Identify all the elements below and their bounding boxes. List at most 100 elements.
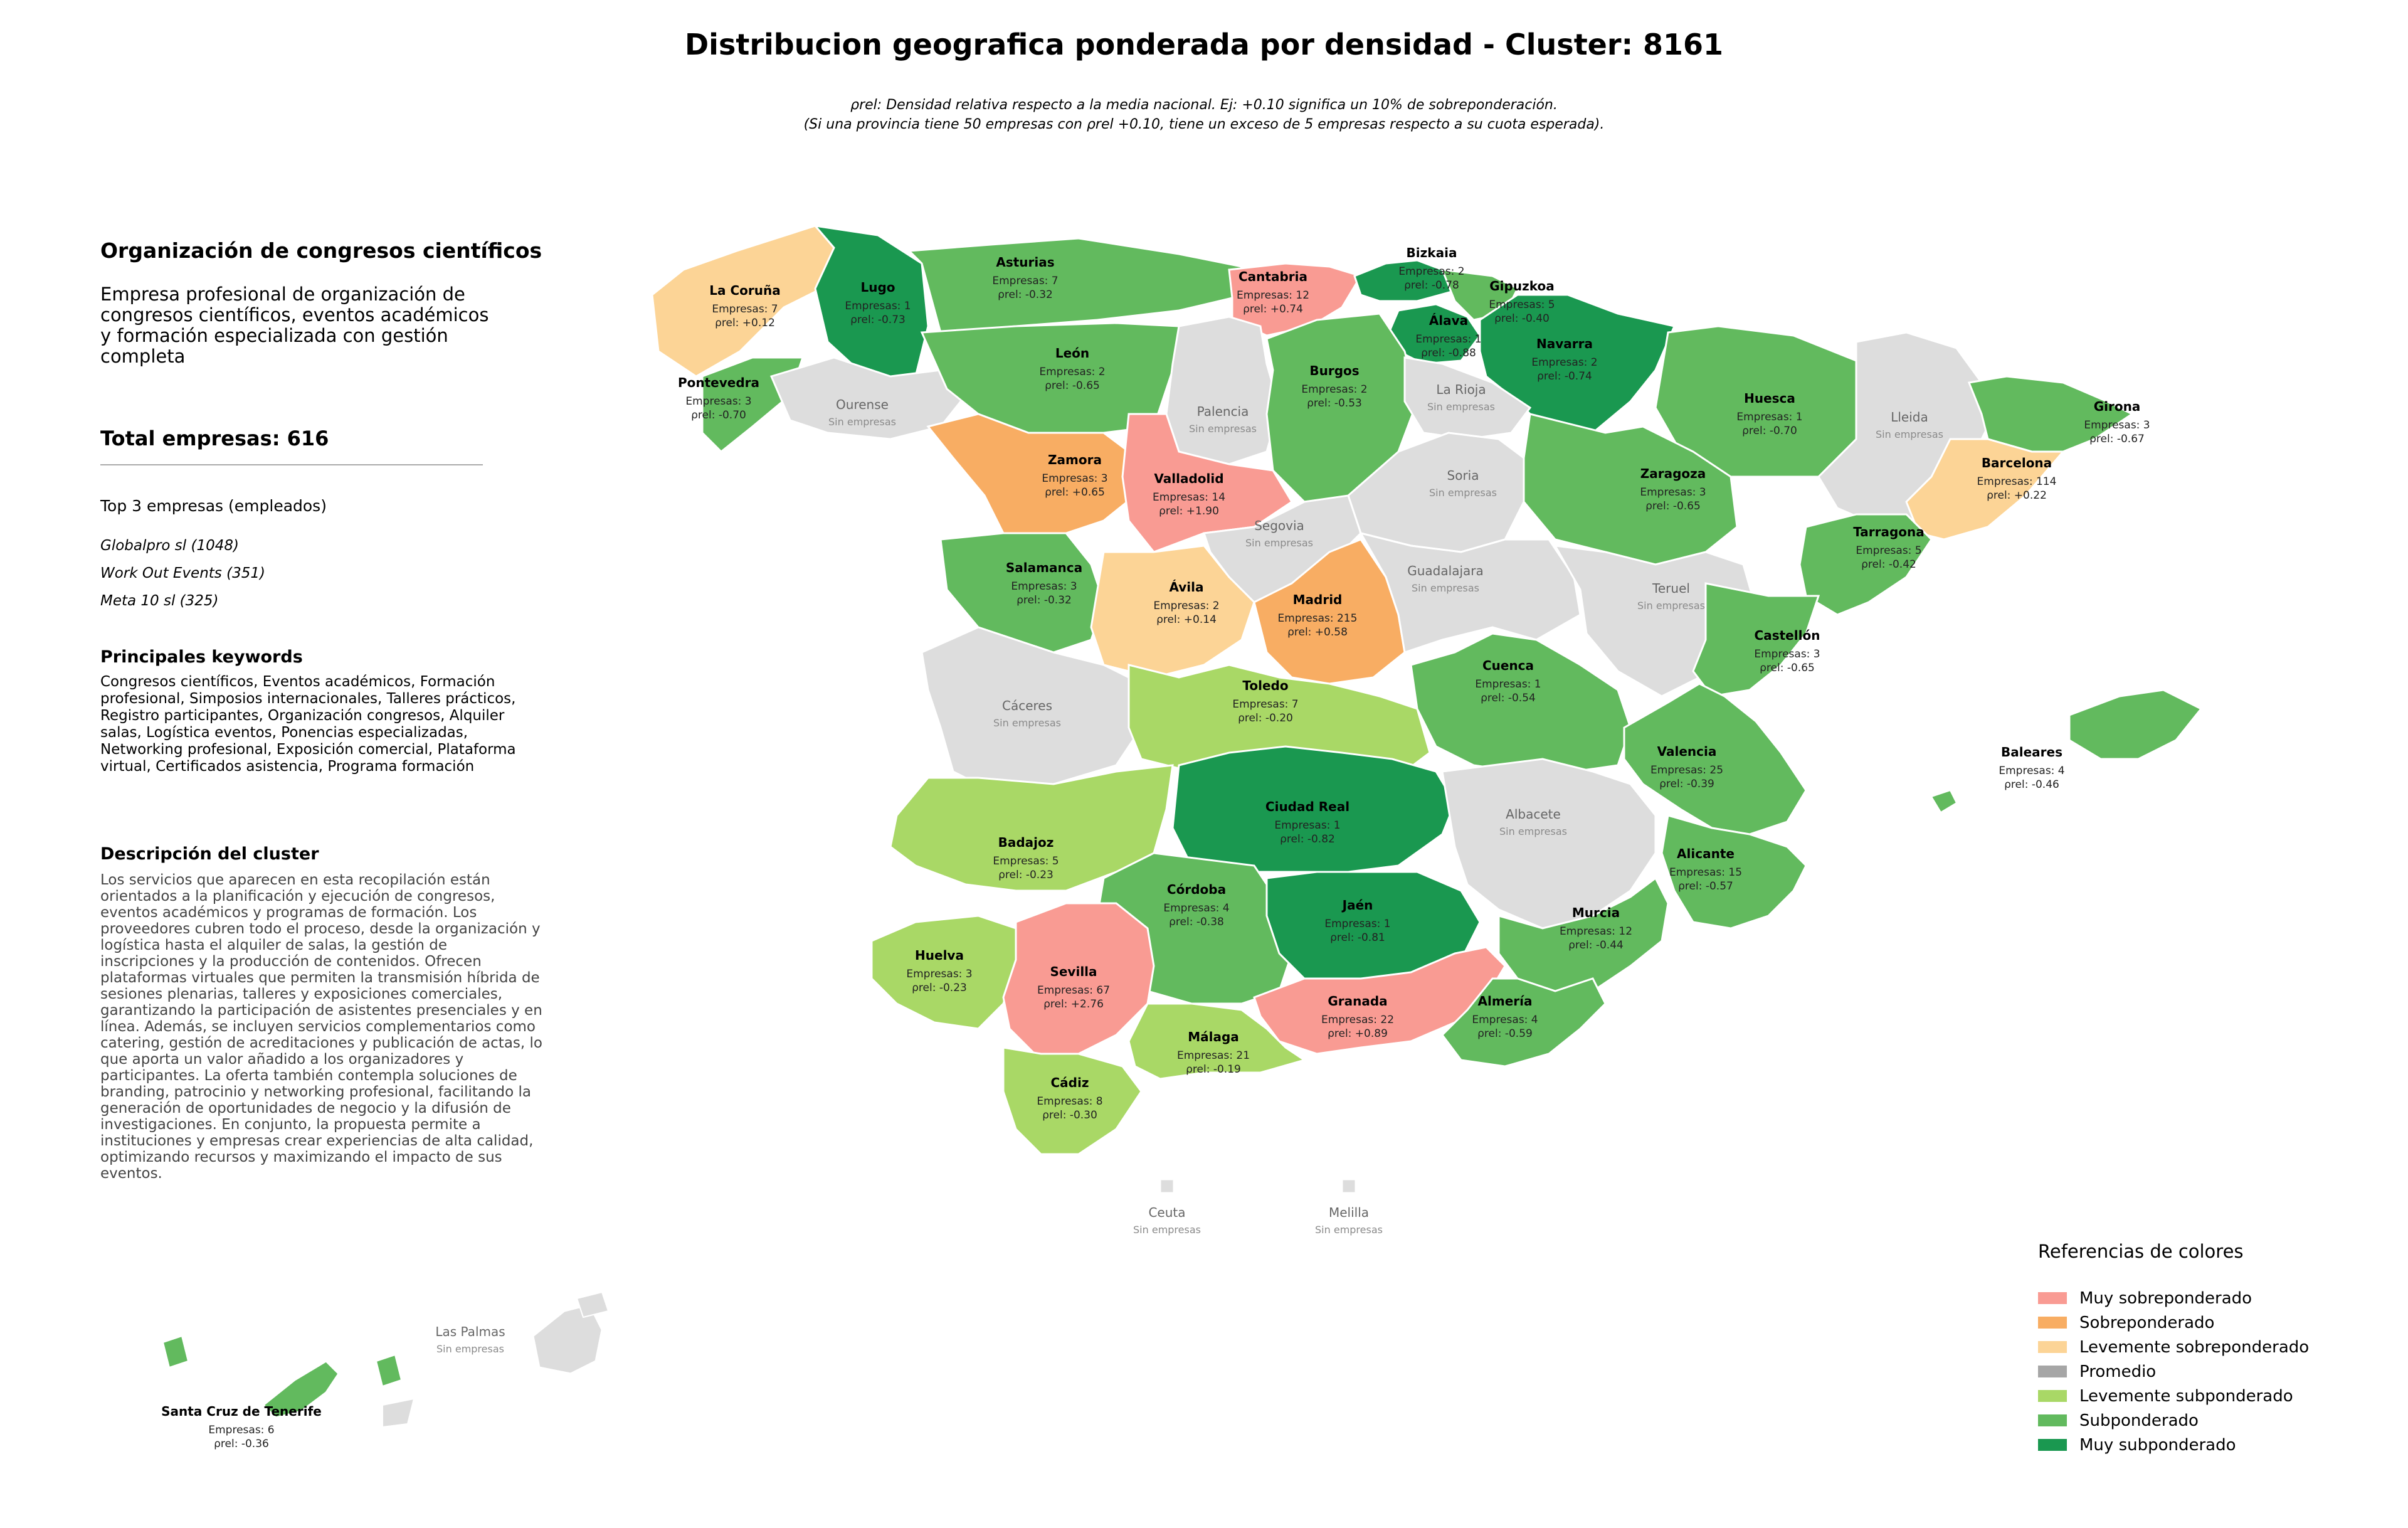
province-rho-ciudad-real: ρrel: -0.82 (1280, 833, 1335, 846)
legend-item-levemente-subponderado: Levemente subponderado (2038, 1384, 2309, 1408)
la-gomera-island (162, 1335, 189, 1369)
province-rho-baleares: ρrel: -0.46 (2004, 778, 2059, 791)
province-rho-granada: ρrel: +0.89 (1328, 1027, 1388, 1040)
province-barcelona (1905, 438, 2066, 541)
province-count-huelva: Empresas: 3 (906, 968, 972, 980)
province-count-granada: Empresas: 22 (1321, 1014, 1394, 1026)
province-label-baleares: Baleares (2001, 745, 2062, 760)
province-none-albacete: Sin empresas (1499, 825, 1567, 837)
legend-item-promedio: Promedio (2038, 1359, 2309, 1384)
province-label-guadalajara: Guadalajara (1407, 563, 1483, 578)
province-zamora (926, 413, 1136, 534)
province-navarra (1479, 294, 1676, 440)
province-label-burgos: Burgos (1309, 363, 1359, 378)
province-count-girona: Empresas: 3 (2084, 419, 2150, 432)
province-label-ciudad-real: Ciudad Real (1265, 799, 1349, 814)
province-melilla (1341, 1178, 1357, 1194)
province-count-bizkaia: Empresas: 2 (1398, 265, 1464, 278)
province-rho-castellon: ρrel: -0.65 (1760, 662, 1815, 674)
legend-label: Muy sobreponderado (2079, 1288, 2252, 1308)
cluster-title: Organización de congresos científicos (100, 238, 542, 263)
province-label-segovia: Segovia (1254, 518, 1304, 533)
province-label-lugo: Lugo (860, 280, 895, 295)
province-cantabria (1228, 262, 1363, 337)
province-count-avila: Empresas: 2 (1153, 600, 1219, 612)
province-castellon (1692, 582, 1820, 698)
province-none-segovia: Sin empresas (1245, 537, 1313, 549)
legend-swatch (2038, 1317, 2067, 1329)
top-companies-heading: Top 3 empresas (empleados) (100, 497, 327, 515)
legend-label: Levemente sobreponderado (2079, 1337, 2310, 1357)
province-label-valencia: Valencia (1657, 744, 1717, 759)
province-label-la-coruna: La Coruña (709, 283, 780, 298)
province-rho-badajoz: ρrel: -0.23 (998, 869, 1054, 881)
province-label-girona: Girona (2094, 399, 2141, 414)
province-count-leon: Empresas: 2 (1039, 366, 1105, 378)
province-count-ciudad-real: Empresas: 1 (1274, 819, 1340, 832)
province-none-lleida: Sin empresas (1876, 428, 1943, 440)
province-rho-valencia: ρrel: -0.39 (1659, 778, 1714, 790)
province-rho-zaragoza: ρrel: -0.65 (1645, 500, 1701, 512)
province-label-huesca: Huesca (1744, 391, 1795, 406)
province-label-valladolid: Valladolid (1154, 471, 1223, 486)
province-count-valladolid: Empresas: 14 (1153, 491, 1225, 504)
province-count-baleares: Empresas: 4 (1999, 765, 2064, 777)
province-label-tarragona: Tarragona (1853, 524, 1925, 539)
province-caceres (921, 626, 1143, 792)
province-rho-madrid: ρrel: +0.58 (1287, 626, 1348, 639)
province-rho-cuenca: ρrel: -0.54 (1481, 692, 1536, 704)
legend-item-muy-subponderado: Muy subponderado (2038, 1433, 2309, 1457)
legend-items: Muy sobreponderado Sobreponderado Levement… (2038, 1286, 2309, 1457)
province-santa-cruz-de-tenerife (261, 1360, 340, 1419)
province-rho-alicante: ρrel: -0.57 (1678, 880, 1733, 893)
province-count-zamora: Empresas: 3 (1042, 472, 1107, 485)
province-rho-girona: ρrel: -0.67 (2089, 433, 2145, 445)
province-avila (1090, 544, 1255, 679)
legend-swatch (2038, 1439, 2067, 1451)
province-none-melilla: Sin empresas (1315, 1224, 1383, 1236)
province-girona (1967, 375, 2134, 453)
province-count-alicante: Empresas: 15 (1669, 866, 1742, 879)
province-rho-sevilla: ρrel: +2.76 (1043, 998, 1104, 1011)
province-label-castellon: Castellón (1755, 628, 1820, 643)
province-asturias (907, 237, 1243, 334)
province-none-ourense: Sin empresas (828, 416, 896, 428)
province-huelva (870, 915, 1017, 1030)
province-rho-jaen: ρrel: -0.81 (1330, 931, 1385, 944)
province-label-barcelona: Barcelona (1982, 455, 2052, 470)
legend-swatch (2038, 1292, 2067, 1304)
legend-label: Levemente subponderado (2079, 1386, 2293, 1406)
province-rho-huelva: ρrel: -0.23 (912, 982, 967, 994)
province-label-granada: Granada (1328, 994, 1387, 1009)
province-none-soria: Sin empresas (1429, 487, 1497, 499)
top-company-1: Globalpro sl (1048) (100, 538, 239, 554)
color-legend: Referencias de colores Muy sobreponderad… (2038, 1241, 2309, 1457)
legend-swatch (2038, 1341, 2067, 1353)
province-label-ourense: Ourense (836, 397, 889, 412)
province-count-cantabria: Empresas: 12 (1237, 289, 1309, 302)
province-rho-tarragona: ρrel: -0.42 (1861, 558, 1916, 571)
province-label-salamanca: Salamanca (1006, 560, 1082, 575)
province-count-madrid: Empresas: 215 (1278, 612, 1358, 625)
map-title: Distribucion geografica ponderada por de… (685, 28, 1723, 61)
province-label-lleida: Lleida (1891, 410, 1928, 425)
total-companies: Total empresas: 616 (100, 427, 329, 450)
province-label-pontevedra: Pontevedra (678, 375, 759, 390)
province-label-alava: Álava (1429, 313, 1468, 328)
province-rho-zamora: ρrel: +0.65 (1045, 486, 1105, 499)
cluster-panel: Organización de congresos científicos Em… (100, 238, 577, 367)
province-count-badajoz: Empresas: 5 (993, 855, 1059, 867)
province-almeria (1441, 977, 1607, 1068)
province-rho-almeria: ρrel: -0.59 (1477, 1027, 1533, 1040)
province-label-melilla: Melilla (1329, 1205, 1369, 1220)
province-none-guadalajara: Sin empresas (1412, 582, 1479, 594)
cluster-description-heading: Descripción del cluster (100, 844, 319, 864)
province-rho-pontevedra: ρrel: -0.70 (691, 409, 746, 422)
province-label-navarra: Navarra (1536, 336, 1593, 351)
province-count-burgos: Empresas: 2 (1301, 383, 1367, 396)
legend-label: Promedio (2079, 1362, 2157, 1381)
province-none-la-rioja: Sin empresas (1427, 401, 1495, 413)
province-alicante (1661, 814, 1807, 930)
province-palencia (1165, 316, 1281, 465)
legend-label: Sobreponderado (2079, 1313, 2215, 1332)
